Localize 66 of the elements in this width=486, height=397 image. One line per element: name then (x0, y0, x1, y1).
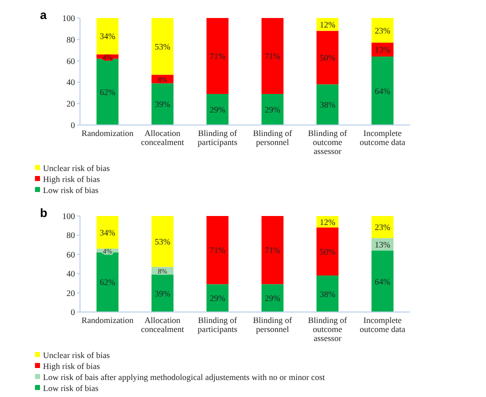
data-label: 34% (100, 227, 116, 238)
legend-label: Low risk of bais after applying methodological adjustements with no or minor cost (43, 372, 326, 382)
data-label: 71% (210, 50, 226, 61)
bar (262, 18, 284, 94)
chart-title: a (40, 8, 47, 22)
data-label: 71% (264, 245, 280, 256)
y-tick-label: 80 (66, 34, 75, 44)
data-label: 38% (320, 100, 336, 110)
data-label: 38% (320, 288, 336, 299)
y-tick-label: 0 (70, 307, 75, 317)
data-label: 50% (320, 52, 336, 63)
y-tick-label: 60 (66, 56, 75, 66)
data-label: 23% (374, 222, 390, 232)
x-tick-label: Randomization (82, 128, 134, 138)
y-tick-label: 0 (70, 120, 75, 130)
x-tick-label: Blinding of participants (198, 128, 238, 147)
x-tick-label: Allocation concealment (141, 128, 185, 147)
data-label: 29% (264, 293, 280, 304)
y-tick-label: 80 (66, 230, 75, 240)
bar (206, 18, 228, 94)
data-label: 29% (210, 104, 226, 114)
y-tick-label: 60 (66, 249, 75, 260)
data-label: 64% (374, 86, 390, 96)
data-label: 23% (374, 25, 390, 36)
data-label: 13% (374, 239, 390, 250)
x-tick-label: Blinding of personnel (253, 128, 292, 147)
y-tick-label: 40 (66, 268, 75, 279)
data-label: 34% (100, 31, 116, 42)
legend-label: Low risk of bias (43, 383, 98, 393)
y-tick-label: 20 (66, 98, 75, 109)
data-label: 29% (264, 104, 280, 114)
x-tick-label: Blinding of outcome assessor (308, 315, 348, 343)
data-label: 39% (154, 99, 170, 110)
legend-label: Unclear risk of bias (43, 163, 110, 173)
legend-label: Low risk of bias (43, 185, 98, 195)
y-tick-label: 20 (66, 288, 75, 298)
data-label: 53% (154, 236, 170, 246)
legend-label: High risk of bias (43, 174, 100, 184)
x-tick-label: Blinding of participants (198, 315, 238, 334)
data-label: 12% (320, 19, 336, 30)
x-tick-label: Allocation concealment (141, 315, 185, 334)
data-label: 39% (154, 288, 170, 298)
legend-label: High risk of bias (43, 361, 100, 371)
x-tick-label: Blinding of outcome assessor (308, 128, 348, 156)
x-tick-label: Incomplete outcome data (360, 315, 406, 334)
data-label: 12% (320, 216, 336, 227)
bar (262, 216, 284, 284)
data-label: 64% (374, 276, 390, 286)
data-label: 13% (374, 44, 390, 55)
x-tick-label: Randomization (82, 315, 134, 325)
legend-label: Unclear risk of bias (43, 350, 110, 360)
x-tick-label: Blinding of personnel (253, 315, 292, 334)
bar (206, 216, 228, 284)
y-tick-label: 100 (62, 211, 75, 221)
y-tick-label: 100 (62, 13, 75, 23)
x-tick-label: Incomplete outcome data (360, 128, 406, 147)
bar (372, 56, 394, 125)
data-label: 62% (100, 277, 116, 288)
chart-title: b (40, 206, 48, 220)
data-label: 71% (264, 50, 280, 61)
data-label: 62% (100, 86, 116, 97)
data-label: 29% (210, 293, 226, 304)
y-tick-label: 40 (66, 77, 75, 88)
data-label: 50% (320, 246, 336, 257)
data-label: 53% (154, 41, 170, 52)
data-label: 71% (210, 245, 226, 256)
